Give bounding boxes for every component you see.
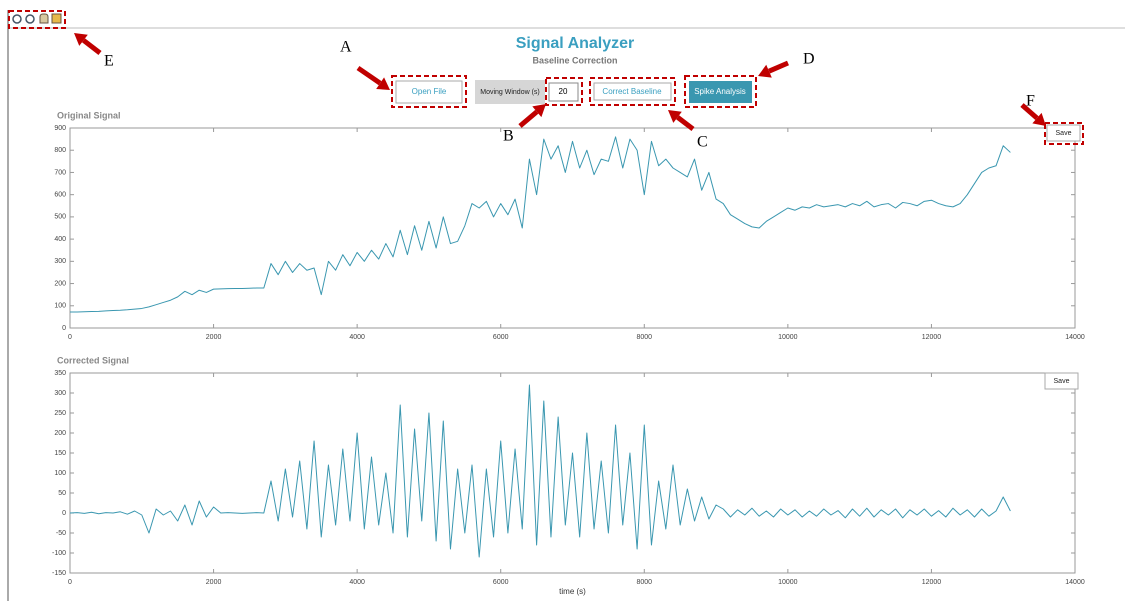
x-tick-label: 8000 (636, 334, 652, 341)
plot-area (70, 128, 1075, 328)
callout-label: A (340, 39, 352, 56)
x-tick-label: 2000 (206, 334, 222, 341)
y-tick-label: 0 (62, 510, 66, 517)
callout-arrow (84, 40, 100, 53)
x-tick-label: 4000 (349, 334, 365, 341)
x-tick-label: 8000 (636, 579, 652, 586)
y-tick-label: 300 (54, 390, 66, 397)
callout-label: E (104, 53, 114, 70)
chart-title: Corrected Signal (57, 355, 129, 365)
y-tick-label: 900 (54, 125, 66, 132)
datatip-icon[interactable] (52, 14, 61, 23)
y-tick-label: 800 (54, 147, 66, 154)
app-title: Signal Analyzer (516, 35, 635, 52)
x-axis-label: time (s) (559, 587, 586, 596)
y-tick-label: 300 (54, 258, 66, 265)
button-label: Save (1056, 130, 1072, 137)
y-tick-label: 250 (54, 410, 66, 417)
open-file-button[interactable]: Open File (396, 81, 462, 103)
button-label: Open File (412, 87, 447, 96)
button-label: Correct Baseline (602, 87, 662, 96)
save-button[interactable]: Save (1045, 373, 1078, 389)
chart-title: Original Signal (57, 110, 121, 120)
y-tick-label: 50 (58, 490, 66, 497)
zoom-out-icon[interactable] (26, 15, 34, 23)
x-tick-label: 2000 (206, 579, 222, 586)
y-tick-label: 700 (54, 169, 66, 176)
x-tick-label: 0 (68, 334, 72, 341)
correct-baseline-button[interactable]: Correct Baseline (594, 83, 671, 100)
callout-arrow (769, 63, 788, 71)
y-tick-label: 500 (54, 214, 66, 221)
save-button[interactable]: Save (1047, 125, 1080, 141)
y-tick-label: 400 (54, 236, 66, 243)
window-value: 20 (559, 87, 568, 96)
x-tick-label: 10000 (778, 579, 798, 586)
y-tick-label: -150 (52, 570, 66, 577)
callout-label: C (697, 134, 708, 151)
button-label: Spike Analysis (694, 87, 746, 96)
chart: Corrected Signal -150 -100 -50 0 50 100 150 200 2… (52, 355, 1085, 596)
y-tick-label: -50 (56, 530, 66, 537)
y-tick-label: 200 (54, 280, 66, 287)
window-label: Moving Window (s) (480, 89, 540, 96)
plot-area (70, 373, 1075, 573)
toolbar (13, 14, 61, 23)
y-tick-label: -100 (52, 550, 66, 557)
y-tick-label: 150 (54, 450, 66, 457)
y-tick-label: 200 (54, 430, 66, 437)
y-tick-label: 100 (54, 470, 66, 477)
callout-label: D (803, 51, 815, 68)
button-label: Save (1054, 378, 1070, 385)
y-tick-label: 600 (54, 192, 66, 199)
x-tick-label: 14000 (1065, 579, 1085, 586)
app-subtitle: Baseline Correction (532, 55, 617, 65)
callout-arrow (520, 112, 537, 126)
y-tick-label: 350 (54, 370, 66, 377)
y-tick-label: 100 (54, 303, 66, 310)
spike-analysis-button[interactable]: Spike Analysis (689, 81, 752, 103)
y-tick-label: 0 (62, 325, 66, 332)
zoom-in-icon[interactable] (13, 15, 21, 23)
callout-label: B (503, 128, 514, 145)
x-tick-label: 0 (68, 579, 72, 586)
x-tick-label: 14000 (1065, 334, 1085, 341)
x-tick-label: 10000 (778, 334, 798, 341)
x-tick-label: 12000 (922, 334, 942, 341)
x-tick-label: 4000 (349, 579, 365, 586)
pan-icon[interactable] (40, 14, 48, 23)
x-tick-label: 6000 (493, 334, 509, 341)
callout-arrow (358, 68, 380, 83)
x-tick-label: 12000 (922, 579, 942, 586)
callout-arrow (678, 117, 693, 129)
app-window: Signal Analyzer Baseline Correction Open… (0, 0, 1125, 601)
x-tick-label: 6000 (493, 579, 509, 586)
chart: Original Signal 0 100 200 300 400 500 600 700 800… (54, 110, 1085, 340)
